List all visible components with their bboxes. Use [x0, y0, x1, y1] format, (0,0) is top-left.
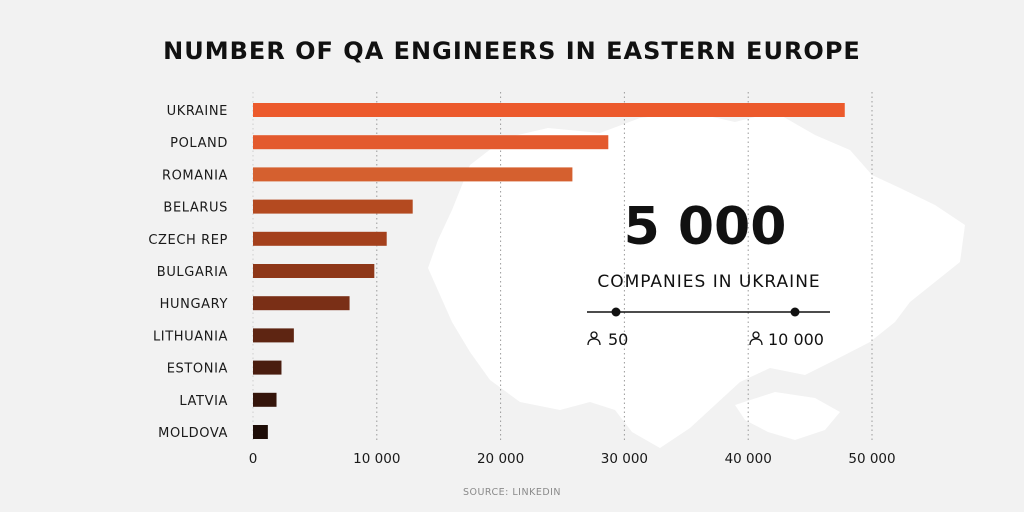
category-label: HUNGARY [160, 297, 228, 312]
category-label: BULGARIA [157, 265, 228, 280]
person-icon [587, 331, 601, 346]
person-icon [749, 331, 763, 346]
range-dot-min [611, 307, 621, 317]
x-tick-label: 50 000 [848, 451, 895, 467]
x-tick-label: 0 [249, 451, 258, 467]
bar [253, 231, 387, 246]
range-min-label: 50 [608, 330, 628, 349]
category-label: UKRAINE [167, 104, 228, 119]
category-label: LATVIA [179, 394, 228, 409]
bar-group [253, 103, 845, 439]
category-label: POLAND [170, 136, 228, 151]
bar [253, 167, 573, 182]
bar [253, 425, 268, 439]
category-label: LITHUANIA [153, 329, 228, 344]
source-note: SOURCE: LINKEDIN [463, 487, 561, 498]
callout-label: COMPANIES IN UKRAINE [597, 272, 820, 292]
bar [253, 392, 277, 407]
category-label: MOLDOVA [158, 426, 228, 441]
range-max-label: 10 000 [768, 330, 824, 349]
bar [253, 328, 294, 343]
x-tick-labels: 0 10 000 20 000 30 000 40 000 50 000 [249, 451, 896, 467]
bar [253, 103, 845, 117]
category-label: CZECH REP [148, 233, 228, 248]
callout-number: 5 000 [624, 197, 787, 257]
chart-title: NUMBER OF QA ENGINEERS IN EASTERN EUROPE [163, 37, 861, 65]
x-tick-label: 10 000 [353, 451, 400, 467]
category-label: BELARUS [163, 201, 228, 216]
category-labels: UKRAINE POLAND ROMANIA BELARUS CZECH REP BULG… [148, 104, 228, 441]
bar [253, 135, 609, 150]
ukraine-map-silhouette [428, 112, 965, 448]
x-tick-label: 20 000 [477, 451, 524, 467]
bar [253, 264, 375, 278]
bar [253, 199, 413, 214]
category-label: ROMANIA [162, 168, 228, 183]
category-label: ESTONIA [167, 362, 228, 377]
x-tick-label: 40 000 [725, 451, 772, 467]
x-tick-label: 30 000 [601, 451, 648, 467]
crimea-silhouette [735, 392, 840, 440]
range-dot-max [790, 307, 800, 317]
bar [253, 360, 282, 375]
bar [253, 296, 350, 311]
